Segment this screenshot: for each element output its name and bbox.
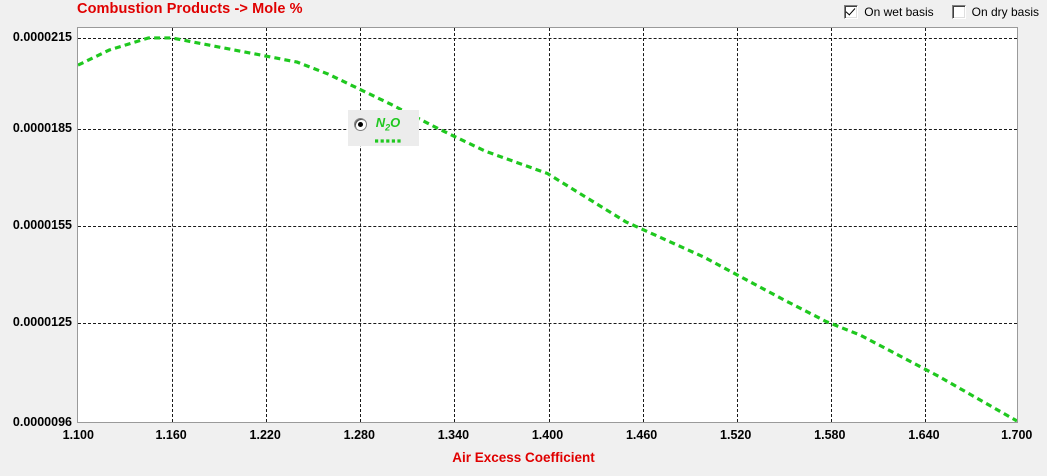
series-layer xyxy=(78,36,1017,422)
checkbox-dry-label: On dry basis xyxy=(971,5,1039,19)
x-axis-tick-label: 1.340 xyxy=(437,428,470,442)
gridline-vertical xyxy=(736,28,738,422)
plot-inner: N2O xyxy=(78,28,1017,422)
y-axis-tick-label: 0.0000185 xyxy=(12,121,72,135)
x-axis-tick-label: 1.160 xyxy=(155,428,187,442)
legend-line-sample-n2o xyxy=(375,138,401,143)
gridline-vertical xyxy=(172,28,174,422)
y-axis-tick-label: 0.0000096 xyxy=(12,415,72,429)
gridline-vertical xyxy=(454,28,456,422)
gridline-vertical xyxy=(266,28,268,422)
x-axis-title: Air Excess Coefficient xyxy=(452,450,595,465)
checkbox-on-wet-basis[interactable]: On wet basis xyxy=(844,5,934,19)
x-axis-tick-label: 1.520 xyxy=(720,428,752,442)
x-axis-tick-label: 1.700 xyxy=(1001,428,1033,442)
x-axis-tick-label: 1.280 xyxy=(343,428,375,442)
x-axis-tick-label: 1.640 xyxy=(908,428,940,442)
legend-label-n2o: N2O xyxy=(375,115,401,133)
x-axis-tick-label: 1.220 xyxy=(249,428,281,442)
gridline-horizontal xyxy=(78,38,1017,39)
y-axis-tick-labels: 0.0000215 0.0000185 0.0000155 0.0000125 0.00… xyxy=(0,0,72,476)
gridline-horizontal xyxy=(78,323,1017,324)
x-axis-tick-label: 1.580 xyxy=(814,428,846,442)
gridline-vertical xyxy=(360,28,362,422)
gridline-vertical xyxy=(548,28,550,422)
plot-area[interactable]: N2O xyxy=(77,27,1018,423)
checkbox-on-dry-basis[interactable]: On dry basis xyxy=(951,5,1039,19)
legend-entry-n2o: N2O xyxy=(375,115,401,143)
y-axis-tick-label: 0.0000155 xyxy=(12,218,72,232)
basis-controls: On wet basis On dry basis xyxy=(844,5,1039,19)
gridline-horizontal xyxy=(78,129,1017,130)
checkbox-wet-box[interactable] xyxy=(844,5,859,19)
gridline-horizontal xyxy=(78,226,1017,227)
x-axis-tick-label: 1.100 xyxy=(62,428,94,442)
legend-radio-n2o[interactable] xyxy=(354,118,367,131)
series-line-n2o xyxy=(78,36,1017,422)
x-axis-tick-label: 1.400 xyxy=(531,428,564,442)
y-axis-tick-label: 0.0000215 xyxy=(12,30,72,44)
checkbox-wet-label: On wet basis xyxy=(864,5,934,19)
x-axis-tick-label: 1.460 xyxy=(625,428,658,442)
gridline-vertical xyxy=(924,28,926,422)
gridline-vertical xyxy=(642,28,644,422)
checkbox-dry-box[interactable] xyxy=(951,5,966,19)
page-title: Combustion Products -> Mole % xyxy=(77,1,303,17)
legend[interactable]: N2O xyxy=(348,110,419,146)
y-axis-tick-label: 0.0000125 xyxy=(12,315,72,329)
gridline-vertical xyxy=(830,28,832,422)
